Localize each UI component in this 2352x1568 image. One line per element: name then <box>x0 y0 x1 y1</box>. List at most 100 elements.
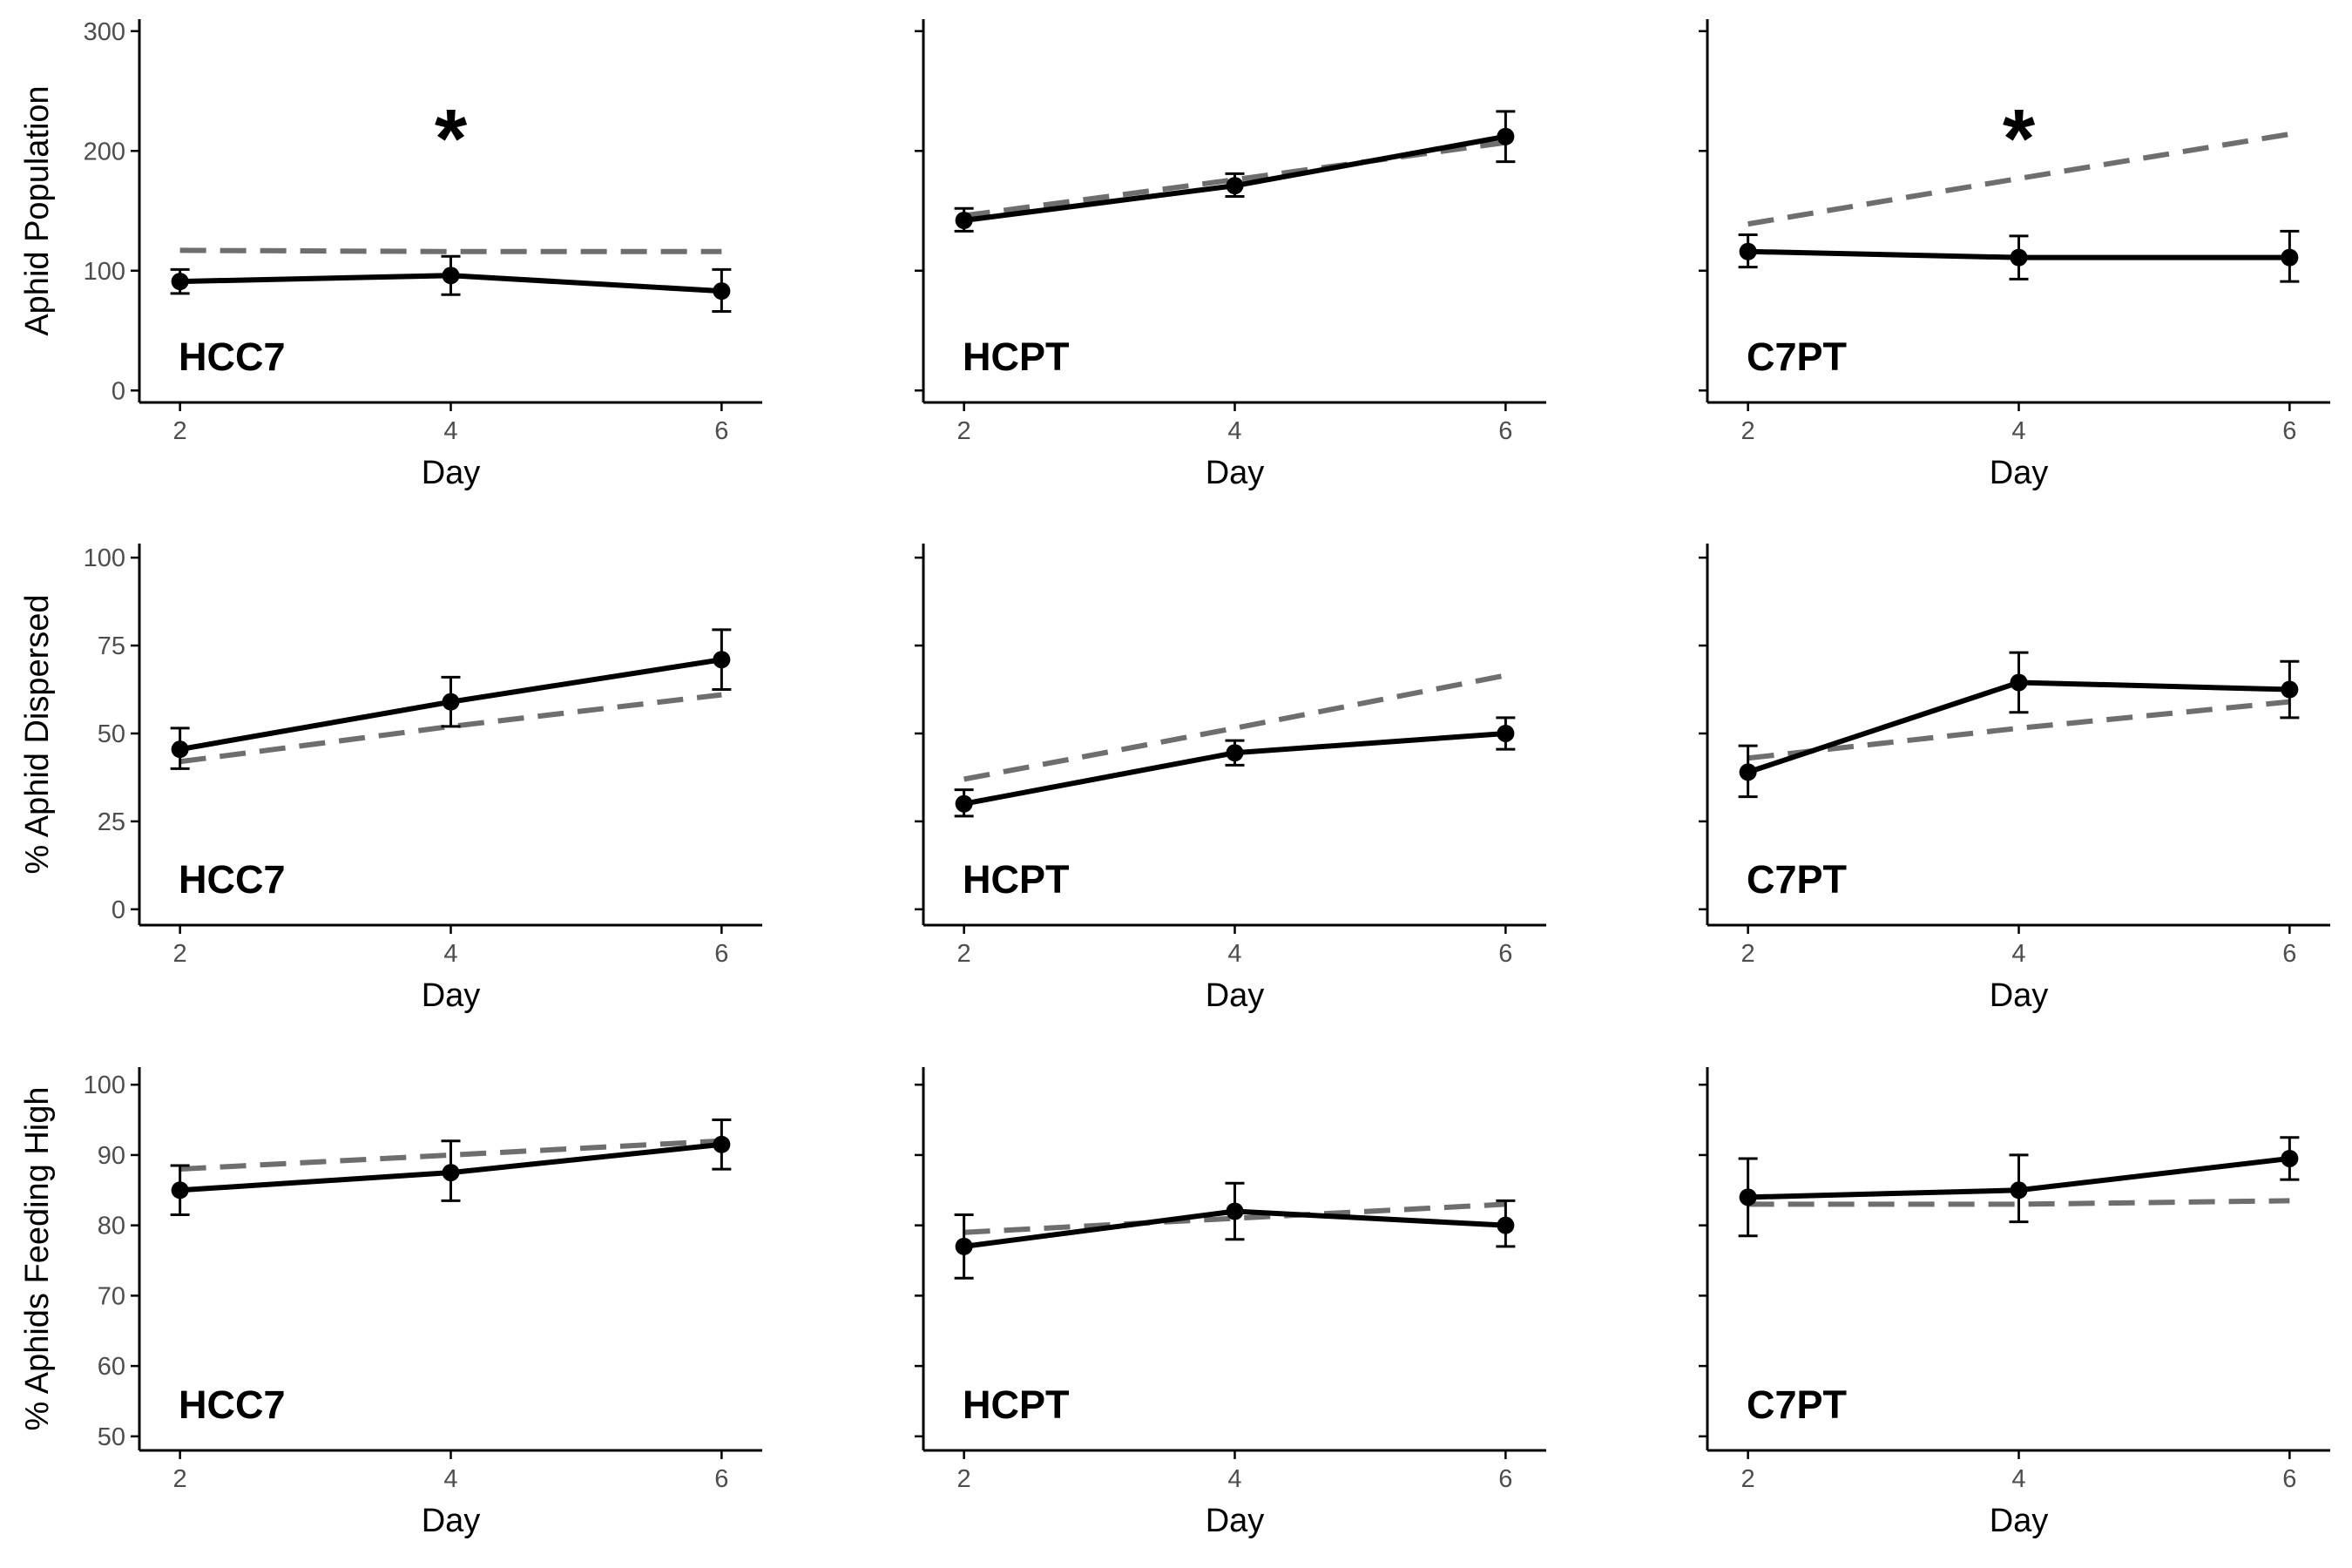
data-point <box>1739 1188 1757 1206</box>
data-point <box>2281 248 2299 267</box>
data-point <box>1497 724 1515 742</box>
panel-hcpt-row-3: 2 4 6 Day HCPT <box>915 1067 1546 1539</box>
x-tick-label: 4 <box>1227 940 1241 968</box>
x-tick-label: 4 <box>2011 1465 2025 1493</box>
panel-label: HCC7 <box>179 857 286 902</box>
y-tick-label: 80 <box>98 1213 125 1240</box>
panel-c7pt-row-1: 2 4 6 Day C7PT * <box>1699 19 2330 491</box>
x-tick-label: 4 <box>2011 417 2025 445</box>
y-axis-title: % Aphids Feeding High <box>19 1086 56 1430</box>
x-axis-title: Day <box>422 977 481 1014</box>
panel-label: HCPT <box>963 335 1070 379</box>
x-tick-label: 6 <box>1498 940 1512 968</box>
x-tick-label: 2 <box>957 417 971 445</box>
y-tick-label: 25 <box>98 808 125 836</box>
data-point <box>955 212 973 229</box>
data-point <box>2010 248 2028 267</box>
significance-star: * <box>2003 92 2036 186</box>
x-axis-title: Day <box>1206 1503 1265 1539</box>
panel-hcc7-row-3: 50 60 70 80 90 100 2 4 6 Day % Aphids Feeding High… <box>19 1067 762 1539</box>
expected-line <box>963 1201 1506 1235</box>
panel-label: HCPT <box>963 1382 1070 1427</box>
x-axis-title: Day <box>1990 1503 2049 1539</box>
x-tick-label: 4 <box>443 940 457 968</box>
data-point <box>171 740 189 759</box>
y-tick-label: 100 <box>84 258 125 286</box>
panel-hcpt-row-2: 2 4 6 Day HCPT <box>915 544 1546 1014</box>
data-point <box>1226 744 1244 762</box>
panel-label: C7PT <box>1747 857 1847 902</box>
panel-label: HCC7 <box>179 335 286 379</box>
y-tick-label: 100 <box>84 1071 125 1099</box>
data-point <box>442 1164 460 1182</box>
data-point <box>2281 680 2299 699</box>
x-axis-title: Day <box>422 1503 481 1539</box>
x-tick-label: 2 <box>957 1465 971 1493</box>
expected-line <box>1747 699 2290 761</box>
x-tick-label: 6 <box>1498 417 1512 445</box>
y-tick-label: 50 <box>98 1423 125 1451</box>
data-point <box>1739 242 1757 260</box>
panel-hcpt-row-1: 2 4 6 Day HCPT <box>915 19 1546 491</box>
data-point <box>171 273 189 291</box>
x-axis-title: Day <box>422 455 481 491</box>
expected-line <box>179 692 722 765</box>
y-tick-label: 0 <box>112 377 125 405</box>
x-tick-label: 6 <box>2282 940 2296 968</box>
x-tick-label: 2 <box>957 940 971 968</box>
panel-label: C7PT <box>1747 1382 1847 1427</box>
y-tick-label: 300 <box>84 18 125 46</box>
x-tick-label: 6 <box>714 940 728 968</box>
x-tick-label: 2 <box>173 417 187 445</box>
data-point <box>1497 1216 1515 1234</box>
data-point <box>2010 1181 2028 1200</box>
x-tick-label: 2 <box>173 940 187 968</box>
y-tick-label: 70 <box>98 1282 125 1310</box>
panel-label: HCPT <box>963 857 1070 902</box>
data-point <box>1226 1202 1244 1220</box>
x-tick-label: 6 <box>2282 417 2296 445</box>
data-point <box>1497 127 1515 145</box>
data-point <box>1739 763 1757 781</box>
data-point <box>442 267 460 285</box>
x-tick-label: 6 <box>1498 1465 1512 1493</box>
panel-c7pt-row-2: 2 4 6 Day C7PT <box>1699 544 2330 1014</box>
y-tick-label: 90 <box>98 1142 125 1170</box>
x-tick-label: 4 <box>1227 417 1241 445</box>
significance-star: * <box>435 92 468 186</box>
x-axis-title: Day <box>1990 977 2049 1014</box>
y-tick-label: 200 <box>84 138 125 166</box>
panel-hcc7-row-1: 0 100 200 300 2 4 6 Day Aphid Population HCC7 * <box>19 18 762 491</box>
x-tick-label: 2 <box>1741 1465 1755 1493</box>
panel-c7pt-row-3: 2 4 6 Day C7PT <box>1699 1067 2330 1539</box>
x-tick-label: 4 <box>443 1465 457 1493</box>
x-tick-label: 4 <box>2011 940 2025 968</box>
expected-line <box>179 1138 722 1173</box>
y-tick-label: 75 <box>98 632 125 660</box>
x-axis-title: Day <box>1206 977 1265 1014</box>
data-point <box>713 1135 731 1153</box>
panel-label: HCC7 <box>179 1382 286 1427</box>
x-tick-label: 2 <box>1741 940 1755 968</box>
y-axis-title: Aphid Population <box>19 85 56 335</box>
panel-hcc7-row-2: 0 25 50 75 100 2 4 6 Day % Aphid Dispersed HCC7 <box>19 544 762 1014</box>
expected-line <box>1747 132 2290 227</box>
x-tick-label: 2 <box>173 1465 187 1493</box>
x-tick-label: 6 <box>714 1465 728 1493</box>
y-tick-label: 0 <box>112 896 125 924</box>
data-point <box>171 1181 189 1200</box>
y-tick-label: 100 <box>84 544 125 572</box>
data-point <box>1226 177 1244 195</box>
x-axis-title: Day <box>1990 455 2049 491</box>
data-point <box>442 693 460 711</box>
data-point <box>2281 1149 2299 1167</box>
x-tick-label: 6 <box>714 417 728 445</box>
x-tick-label: 2 <box>1741 417 1755 445</box>
x-tick-label: 4 <box>1227 1465 1241 1493</box>
data-point <box>955 794 973 813</box>
data-point <box>2010 673 2028 692</box>
y-tick-label: 60 <box>98 1353 125 1381</box>
expected-line <box>963 672 1506 782</box>
data-point <box>713 651 731 669</box>
